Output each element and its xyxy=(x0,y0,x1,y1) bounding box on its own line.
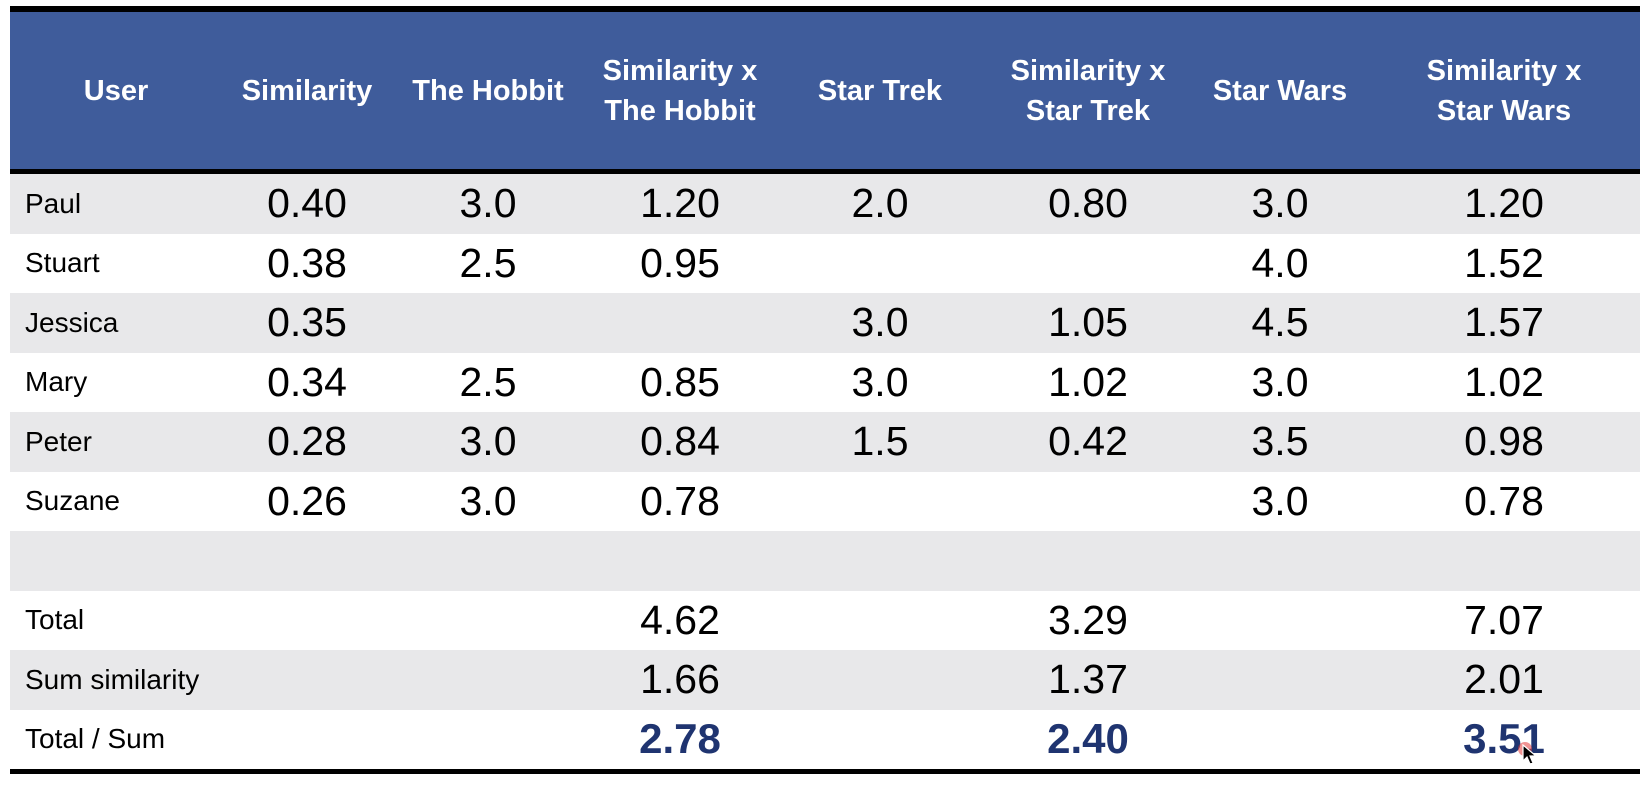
similarity-value: 0.35 xyxy=(222,293,392,353)
wars-rating: 4.5 xyxy=(1192,293,1368,353)
hobbit-rating: 3.0 xyxy=(392,471,584,531)
total-wars: 7.07 xyxy=(1368,590,1640,650)
total-trek: 3.29 xyxy=(984,590,1192,650)
sim-x-hobbit: 0.84 xyxy=(584,412,776,472)
wars-rating: 3.0 xyxy=(1192,471,1368,531)
summary-row-total-over-sum: Total / Sum 2.78 2.40 3.51 xyxy=(10,709,1640,769)
sim-x-trek: 0.80 xyxy=(984,174,1192,234)
sim-x-hobbit: 1.20 xyxy=(584,174,776,234)
user-name: Paul xyxy=(10,174,222,234)
header-user: User xyxy=(10,9,222,169)
bottom-border xyxy=(10,769,1640,774)
similarity-value: 0.34 xyxy=(222,352,392,412)
table-row: Suzane 0.26 3.0 0.78 3.0 0.78 xyxy=(10,471,1640,531)
summary-row-sum-similarity: Sum similarity 1.66 1.37 2.01 xyxy=(10,650,1640,710)
wars-rating: 3.0 xyxy=(1192,352,1368,412)
total-hobbit: 4.62 xyxy=(584,590,776,650)
trek-rating: 3.0 xyxy=(776,293,984,353)
predicted-trek: 2.40 xyxy=(984,709,1192,769)
mouse-cursor-icon xyxy=(1522,744,1538,765)
sim-x-trek xyxy=(984,471,1192,531)
sim-x-trek: 1.05 xyxy=(984,293,1192,353)
trek-rating xyxy=(776,233,984,293)
header-similarity-x-star-trek: Similarity x Star Trek xyxy=(984,9,1192,169)
similarity-value: 0.26 xyxy=(222,471,392,531)
user-name: Peter xyxy=(10,412,222,472)
sim-x-trek xyxy=(984,233,1192,293)
sim-x-hobbit: 0.95 xyxy=(584,233,776,293)
sim-x-wars: 0.78 xyxy=(1368,471,1640,531)
trek-rating: 1.5 xyxy=(776,412,984,472)
table-body: Paul 0.40 3.0 1.20 2.0 0.80 3.0 1.20 Stu… xyxy=(10,169,1640,774)
sim-x-trek: 1.02 xyxy=(984,352,1192,412)
hobbit-rating xyxy=(392,293,584,353)
sim-x-hobbit xyxy=(584,293,776,353)
summary-row-total: Total 4.62 3.29 7.07 xyxy=(10,590,1640,650)
similarity-value: 0.38 xyxy=(222,233,392,293)
spacer-row xyxy=(10,531,1640,591)
header-star-trek: Star Trek xyxy=(776,9,984,169)
table-row: Mary 0.34 2.5 0.85 3.0 1.02 3.0 1.02 xyxy=(10,352,1640,412)
wars-rating: 3.0 xyxy=(1192,174,1368,234)
table-row: Jessica 0.35 3.0 1.05 4.5 1.57 xyxy=(10,293,1640,353)
sim-x-wars: 1.02 xyxy=(1368,352,1640,412)
summary-label: Total / Sum xyxy=(10,709,222,769)
similarity-value: 0.40 xyxy=(222,174,392,234)
user-name: Jessica xyxy=(10,293,222,353)
header-similarity: Similarity xyxy=(222,9,392,169)
trek-rating xyxy=(776,471,984,531)
table-row: Stuart 0.38 2.5 0.95 4.0 1.52 xyxy=(10,233,1640,293)
sim-x-wars: 1.52 xyxy=(1368,233,1640,293)
sum-sim-hobbit: 1.66 xyxy=(584,650,776,710)
sum-sim-wars: 2.01 xyxy=(1368,650,1640,710)
hobbit-rating: 3.0 xyxy=(392,174,584,234)
sim-x-trek: 0.42 xyxy=(984,412,1192,472)
user-name: Stuart xyxy=(10,233,222,293)
user-name: Mary xyxy=(10,352,222,412)
summary-label: Sum similarity xyxy=(10,650,222,710)
predicted-hobbit: 2.78 xyxy=(584,709,776,769)
hobbit-rating: 3.0 xyxy=(392,412,584,472)
sim-x-wars: 0.98 xyxy=(1368,412,1640,472)
header-similarity-x-star-wars: Similarity x Star Wars xyxy=(1368,9,1640,169)
sim-x-hobbit: 0.85 xyxy=(584,352,776,412)
sim-x-wars: 1.57 xyxy=(1368,293,1640,353)
wars-rating: 3.5 xyxy=(1192,412,1368,472)
sim-x-wars: 1.20 xyxy=(1368,174,1640,234)
sum-sim-trek: 1.37 xyxy=(984,650,1192,710)
similarity-value: 0.28 xyxy=(222,412,392,472)
hobbit-rating: 2.5 xyxy=(392,352,584,412)
header-the-hobbit: The Hobbit xyxy=(392,9,584,169)
table-row: Paul 0.40 3.0 1.20 2.0 0.80 3.0 1.20 xyxy=(10,174,1640,234)
sim-x-hobbit: 0.78 xyxy=(584,471,776,531)
header-star-wars: Star Wars xyxy=(1192,9,1368,169)
hobbit-rating: 2.5 xyxy=(392,233,584,293)
trek-rating: 3.0 xyxy=(776,352,984,412)
table-row: Peter 0.28 3.0 0.84 1.5 0.42 3.5 0.98 xyxy=(10,412,1640,472)
trek-rating: 2.0 xyxy=(776,174,984,234)
header-divider xyxy=(10,169,1640,174)
header-similarity-x-the-hobbit: Similarity x The Hobbit xyxy=(584,9,776,169)
wars-rating: 4.0 xyxy=(1192,233,1368,293)
predicted-wars: 3.51 xyxy=(1368,709,1640,769)
summary-label: Total xyxy=(10,590,222,650)
user-name: Suzane xyxy=(10,471,222,531)
